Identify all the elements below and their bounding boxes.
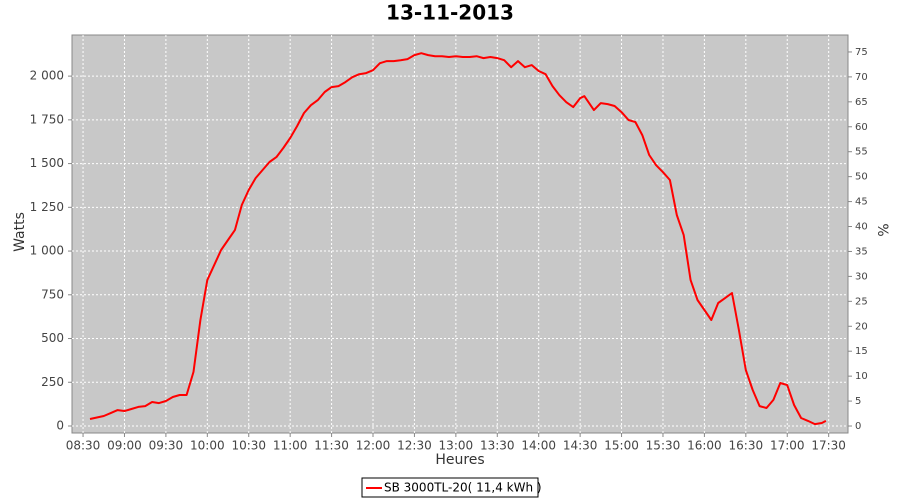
y-tick-label: 250 xyxy=(41,375,64,389)
x-tick-label: 17:00 xyxy=(770,439,805,453)
x-tick-label: 09:30 xyxy=(149,439,184,453)
legend xyxy=(361,477,539,498)
y2-tick-label: 30 xyxy=(855,271,868,282)
y-tick-label: 1 000 xyxy=(30,244,64,258)
x-tick-label: 13:00 xyxy=(439,439,474,453)
x-tick-label: 17:30 xyxy=(811,439,846,453)
x-tick-label: 13:30 xyxy=(480,439,515,453)
y-axis-label: Watts xyxy=(12,212,28,252)
y-tick-label: 750 xyxy=(41,287,64,301)
y2-tick-label: 10 xyxy=(855,371,868,382)
x-tick-label: 10:30 xyxy=(231,439,266,453)
y2-tick-label: 20 xyxy=(855,321,868,332)
x-tick-label: 16:30 xyxy=(729,439,764,453)
y2-tick-label: 35 xyxy=(855,246,868,257)
x-tick-label: 16:00 xyxy=(687,439,722,453)
plot-area xyxy=(71,34,849,434)
x-tick-label: 12:00 xyxy=(356,439,391,453)
x-tick-label: 14:00 xyxy=(521,439,556,453)
y-tick-label: 0 xyxy=(56,419,64,433)
x-tick-label: 12:30 xyxy=(397,439,432,453)
y2-tick-label: 70 xyxy=(855,72,868,83)
y-tick-label: 500 xyxy=(41,331,64,345)
data-line xyxy=(89,52,827,426)
x-tick-label: 08:30 xyxy=(66,439,101,453)
y-tick-label: 1 750 xyxy=(30,112,64,126)
x-tick-label: 11:00 xyxy=(273,439,308,453)
y2-axis-label: % xyxy=(874,223,890,236)
y2-tick-label: 5 xyxy=(855,396,861,407)
y2-tick-label: 50 xyxy=(855,172,868,183)
y-tick-label: 2 000 xyxy=(30,69,64,83)
chart-title: 13-11-2013 xyxy=(386,1,514,25)
y2-tick-label: 0 xyxy=(855,421,861,432)
y-tick-label: 1 250 xyxy=(30,200,64,214)
y2-tick-label: 40 xyxy=(855,222,868,233)
y2-tick-label: 65 xyxy=(855,97,868,108)
y2-tick-label: 15 xyxy=(855,346,868,357)
x-tick-label: 09:00 xyxy=(107,439,142,453)
x-tick-label: 11:30 xyxy=(314,439,349,453)
y-tick-label: 1 500 xyxy=(30,156,64,170)
x-tick-label: 10:00 xyxy=(190,439,225,453)
x-tick-label: 14:30 xyxy=(563,439,598,453)
x-tick-label: 15:30 xyxy=(646,439,681,453)
x-axis-label: Heures xyxy=(435,452,484,468)
x-tick-label: 15:00 xyxy=(604,439,639,453)
y2-tick-label: 55 xyxy=(855,147,868,158)
legend-label: SB 3000TL-20( 11,4 kWh ) xyxy=(384,481,542,495)
y2-tick-label: 75 xyxy=(855,47,868,58)
y2-tick-label: 25 xyxy=(855,296,868,307)
y2-tick-label: 60 xyxy=(855,122,868,133)
y2-tick-label: 45 xyxy=(855,197,868,208)
